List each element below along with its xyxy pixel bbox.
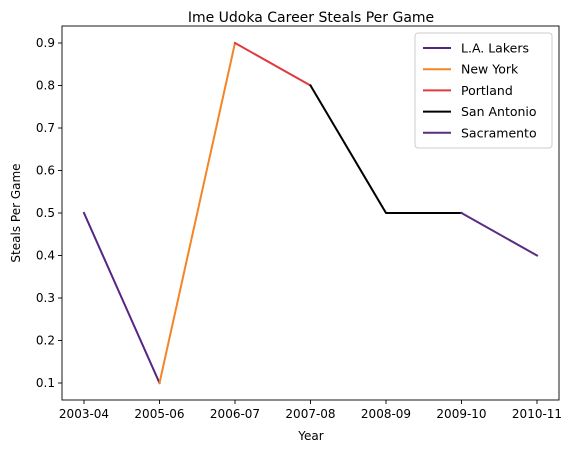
y-axis: 0.1 0.2 0.3 0.4 0.5 0.6 0.7 0.8 0.9	[36, 36, 62, 390]
x-tick-label: 2005-06	[134, 407, 184, 421]
series-line-new-york	[158, 41, 237, 385]
legend: L.A. Lakers New York Portland San Antonio Sa…	[414, 32, 553, 149]
y-tick-label: 0.6	[36, 164, 55, 178]
series-line-san-antonio	[309, 84, 463, 214]
series-line-portland	[233, 41, 312, 87]
y-tick-label: 0.3	[36, 291, 55, 305]
y-tick-label: 0.7	[36, 121, 55, 135]
x-axis-label: Year	[297, 429, 323, 443]
y-tick-label: 0.8	[36, 79, 55, 93]
series-line-sacramento	[460, 211, 539, 257]
x-tick-label: 2007-08	[285, 407, 335, 421]
series-lines	[82, 41, 539, 385]
x-tick-label: 2006-07	[210, 407, 260, 421]
legend-label-new-york: New York	[461, 62, 519, 77]
x-tick-label: 2008-09	[361, 407, 411, 421]
legend-label-portland: Portland	[461, 83, 513, 98]
chart-title: Ime Udoka Career Steals Per Game	[188, 10, 434, 26]
x-tick-label: 2009-10	[436, 407, 486, 421]
legend-label-san-antonio: San Antonio	[461, 104, 537, 119]
y-tick-label: 0.4	[36, 249, 55, 263]
y-tick-label: 0.5	[36, 206, 55, 220]
legend-label-sacramento: Sacramento	[461, 125, 537, 140]
legend-box	[414, 32, 553, 149]
x-tick-label: 2010-11	[512, 407, 562, 421]
x-axis: 2003-04 2005-06 2006-07 2007-08 2008-09 2009-…	[59, 400, 562, 421]
y-tick-label: 0.1	[36, 376, 55, 390]
legend-label-l-a-lakers: L.A. Lakers	[461, 41, 529, 56]
y-tick-label: 0.2	[36, 334, 55, 348]
y-tick-label: 0.9	[36, 36, 55, 50]
series-line-l-a-lakers	[82, 211, 161, 385]
x-tick-label: 2003-04	[59, 407, 109, 421]
y-axis-label: Steals Per Game	[9, 163, 23, 262]
